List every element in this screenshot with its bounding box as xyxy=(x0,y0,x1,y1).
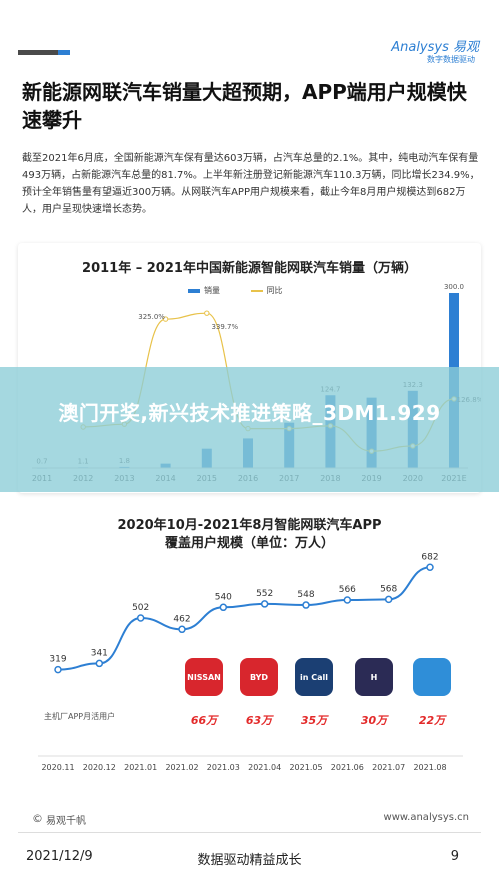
intro-paragraph: 截至2021年6月底，全国新能源汽车保有量达603万辆，占汽车总量的2.1%。其… xyxy=(22,153,480,215)
app-users-point xyxy=(384,595,393,604)
brand-logo: BYD xyxy=(240,658,278,696)
page-number: 9 xyxy=(450,849,459,864)
app-x-tick: 2021.07 xyxy=(372,763,405,772)
app-users-point xyxy=(302,601,310,609)
brand-mau-value: 63万 xyxy=(245,714,273,727)
site-url[interactable]: www.analysys.cn xyxy=(383,812,469,823)
app-users-value-label: 682 xyxy=(421,552,438,562)
header-accent-bar xyxy=(18,50,70,55)
app-users-value-label: 462 xyxy=(173,614,190,624)
footer-date: 2021/12/9 xyxy=(26,849,93,864)
app-users-chart: 319 2020.11 341 2020.12 502 2021.01 462 2021.02… xyxy=(38,552,463,772)
source-label: 易观千帆 xyxy=(46,816,86,827)
brand-logo: NISSAN xyxy=(185,658,223,696)
app-x-tick: 2021.02 xyxy=(165,763,198,772)
brand-mau-value: 30万 xyxy=(360,714,388,727)
analysys-logo: Analysys 易观 数字数据驱动 xyxy=(359,36,479,70)
app-users-chart-card: 2020年10月-2021年8月智能网联汽车APP 覆盖用户规模（单位：万人） … xyxy=(18,500,481,800)
source-icon: © xyxy=(32,812,43,825)
sales-chart-title: 2011年 – 2021年中国新能源智能网联汽车销量（万辆） xyxy=(82,261,417,276)
app-users-value-label: 540 xyxy=(215,592,232,602)
yoy-value-label: 325.0% xyxy=(138,313,165,321)
footer-divider xyxy=(18,832,481,833)
overlay-banner-text: 澳门开奖,新兴技术推进策略_3DM1.929 xyxy=(58,401,441,425)
yoy-value-label: 339.7% xyxy=(211,323,238,331)
logo-tagline: 数字数据驱动 xyxy=(427,55,475,64)
logo-brand: Analysys 易观 xyxy=(391,40,479,55)
page-title: 新能源网联汽车销量大超预期，APP端用户规模快速攀升 xyxy=(22,80,467,132)
app-x-tick: 2021.04 xyxy=(248,763,281,772)
footer-slogan: 数据驱动精益成长 xyxy=(197,853,302,868)
brand-logo: H xyxy=(355,658,393,696)
app-users-point xyxy=(136,614,145,622)
oem-app-note: 主机厂APP月活用户 xyxy=(44,712,116,721)
app-users-point xyxy=(426,563,434,572)
app-users-line xyxy=(57,566,431,671)
app-users-point xyxy=(54,665,62,674)
app-users-value-label: 502 xyxy=(132,603,149,613)
app-x-tick: 2021.08 xyxy=(413,763,446,772)
page-footer: 2021/12/9 数据驱动精益成长 9 xyxy=(0,845,499,885)
app-x-tick: 2021.06 xyxy=(331,763,364,772)
yoy-point xyxy=(162,316,169,322)
app-users-point xyxy=(343,596,352,604)
app-x-tick: 2020.11 xyxy=(41,763,74,772)
app-users-point xyxy=(178,625,186,634)
legend-sales: 销量 xyxy=(188,286,234,295)
app-users-value-label: 548 xyxy=(297,590,314,600)
app-x-tick: 2021.03 xyxy=(207,763,240,772)
brand-logo: in Call xyxy=(295,658,333,696)
brand-mau-value: 35万 xyxy=(300,714,328,727)
app-users-point xyxy=(260,600,269,608)
app-users-point xyxy=(219,603,228,612)
brand-mau-value: 66万 xyxy=(190,714,218,727)
brand-logo xyxy=(413,658,451,696)
yoy-point xyxy=(204,310,210,316)
app-chart-subtitle: 覆盖用户规模（单位：万人） xyxy=(164,536,334,551)
sales-chart-legend: 销量 同比 xyxy=(188,285,311,296)
app-users-value-label: 341 xyxy=(91,648,108,658)
sales-value-label: 300.0 xyxy=(444,283,464,291)
app-x-tick: 2021.01 xyxy=(124,763,157,772)
app-chart-title: 2020年10月-2021年8月智能网联汽车APP xyxy=(117,518,382,533)
app-users-value-label: 552 xyxy=(256,589,273,599)
app-x-tick: 2021.05 xyxy=(289,763,322,772)
overlay-banner xyxy=(0,367,499,492)
app-x-tick: 2020.12 xyxy=(83,763,116,772)
app-users-value-label: 568 xyxy=(380,584,397,594)
app-users-value-label: 566 xyxy=(339,585,356,595)
app-users-point xyxy=(95,659,104,668)
brand-mau-value: 22万 xyxy=(418,714,446,727)
legend-yoy: 同比 xyxy=(250,286,297,295)
app-users-value-label: 319 xyxy=(49,655,66,665)
